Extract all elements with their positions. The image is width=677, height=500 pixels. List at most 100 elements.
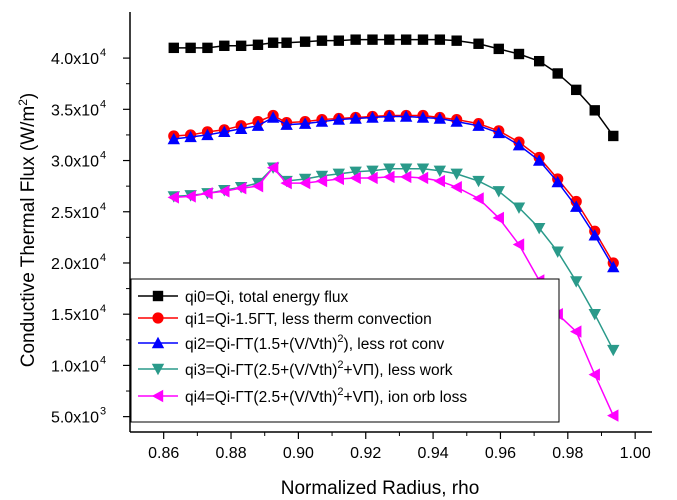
data-point [366, 171, 378, 185]
data-point [218, 185, 230, 198]
data-point [349, 166, 362, 179]
data-point [450, 180, 462, 194]
series-line [173, 115, 614, 268]
legend-label-sup: 2 [337, 359, 343, 371]
data-point [332, 113, 345, 125]
y-tick-exponent: 4 [100, 252, 106, 264]
data-point [512, 202, 526, 214]
data-point [280, 176, 292, 190]
y-tick-label: 4.0x10 [51, 51, 99, 68]
series-layer [167, 34, 620, 422]
data-point [184, 130, 197, 143]
data-point [570, 200, 583, 212]
data-point [266, 161, 279, 174]
axes: 0.86 0.88 0.90 0.92 0.94 0.96 0.98 1.00 5.0x10 3 1… [51, 12, 652, 462]
data-point [571, 84, 582, 96]
legend-label-text: qi2=Qi-ΓT(1.5+(V/Vth) [185, 336, 337, 353]
legend-box [130, 278, 560, 423]
data-point [383, 110, 396, 122]
y-axis-title-end: ) [18, 93, 39, 99]
data-point [251, 179, 264, 193]
data-point [167, 191, 179, 204]
data-point [533, 55, 545, 67]
data-point [493, 43, 504, 55]
data-point [349, 171, 361, 185]
legend-marker [151, 389, 164, 403]
data-point [184, 190, 196, 203]
data-point [315, 170, 329, 183]
data-point [570, 325, 582, 338]
data-point [168, 42, 179, 54]
data-point [417, 34, 429, 45]
series-2 [167, 110, 620, 273]
y-tick-exponent: 3 [100, 406, 106, 418]
series-4 [167, 161, 619, 422]
y-tick-label: 5.0x10 [51, 410, 99, 427]
y-axis-title: Conductive Thermal Flux (W/m2) [16, 93, 39, 368]
series-0 [168, 34, 619, 142]
data-point [218, 125, 231, 138]
legend-label-text: qi4=Qi-ΓT(2.5+(V/Vth) [185, 389, 337, 406]
data-point [366, 165, 379, 177]
data-point [399, 110, 413, 122]
data-point [234, 122, 248, 134]
legend-marker [152, 290, 164, 302]
data-point [607, 260, 620, 273]
data-point [332, 172, 344, 186]
data-point [433, 174, 446, 188]
data-point [400, 34, 412, 45]
data-point [589, 105, 600, 116]
data-point [472, 175, 485, 188]
x-tick-label: 0.86 [148, 445, 179, 462]
x-tick-label: 0.88 [215, 445, 246, 462]
data-point [252, 39, 264, 50]
legend-marker [151, 336, 165, 349]
data-point [367, 34, 378, 45]
y-tick-label: 3.0x10 [51, 154, 99, 171]
data-point [298, 117, 312, 129]
data-point [267, 37, 279, 48]
legend-label: qi1=Qi-1.5ΓT, less therm convection [185, 311, 432, 328]
data-point [492, 211, 504, 225]
data-point [433, 112, 447, 124]
data-point [472, 119, 485, 131]
data-point [266, 111, 280, 123]
data-point [532, 154, 546, 166]
data-point [416, 171, 429, 185]
data-point [472, 192, 484, 205]
data-point [219, 40, 230, 52]
legend-label: qi2=Qi-ΓT(1.5+(V/Vth)2), less rot conv [185, 333, 445, 353]
x-tick-label: 0.94 [418, 445, 449, 462]
legend: qi0=Qi, total energy flux qi1=Qi-1.5ΓT, l… [130, 278, 560, 423]
data-point [281, 37, 292, 48]
y-tick-label: 2.0x10 [51, 256, 99, 273]
x-tick-label: 0.96 [485, 445, 516, 462]
data-point [167, 132, 180, 145]
y-tick-label: 1.5x10 [51, 307, 99, 324]
data-point [251, 119, 265, 131]
data-point [473, 38, 484, 49]
legend-marker [151, 363, 165, 376]
data-point [451, 35, 462, 46]
data-point [570, 276, 583, 288]
data-point [607, 409, 619, 422]
data-point [532, 222, 546, 235]
data-point [588, 229, 601, 241]
data-point [332, 168, 345, 181]
data-point [588, 368, 600, 381]
legend-label-text: qi1=Qi-1.5ΓT, less therm convection [185, 311, 432, 328]
data-point [298, 173, 312, 186]
legend-label-text: qi3=Qi-ΓT(2.5+(V/Vth) [185, 362, 337, 379]
data-point [416, 111, 430, 123]
legend-label: qi4=Qi-ΓT(2.5+(V/Vth)2+VΠ), ion orb loss [185, 386, 467, 406]
legend-label-tail: +VΠ), ion orb loss [344, 389, 468, 406]
data-point [492, 186, 505, 198]
data-point [349, 112, 362, 124]
y-tick-label: 2.5x10 [51, 205, 99, 222]
data-point [315, 174, 328, 188]
data-point [552, 68, 563, 79]
data-point [299, 36, 311, 47]
y-tick-exponent: 4 [100, 98, 106, 110]
y-tick-exponent: 4 [100, 201, 106, 213]
